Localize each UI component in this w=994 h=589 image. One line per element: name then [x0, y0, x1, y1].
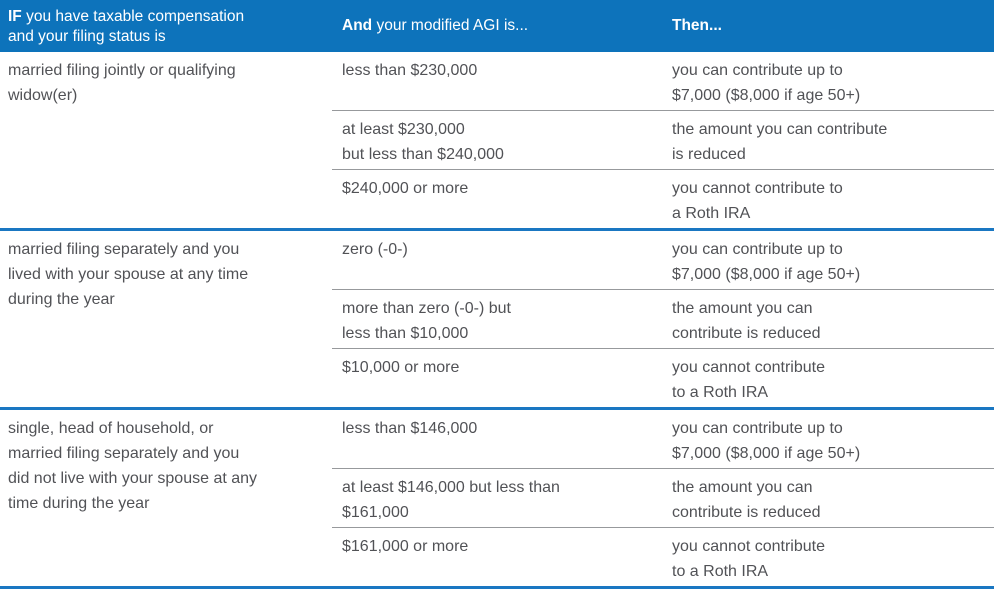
- header-agi: And your modified AGI is...: [332, 0, 662, 52]
- group-married-filing-separately-lived-with-spouse: married filing separately and you lived …: [0, 231, 994, 410]
- header-filing-status: IF you have taxable compensation and you…: [0, 0, 332, 52]
- agi-cell: more than zero (-0-) but less than $10,0…: [332, 289, 662, 348]
- filing-status-cell: single, head of household, or married fi…: [8, 420, 258, 512]
- header-filing-status-text: you have taxable compensation and your f…: [8, 8, 245, 45]
- header-then-bold: Then...: [672, 17, 722, 34]
- agi-cell: less than $146,000: [342, 420, 478, 437]
- then-cell: you can contribute up to $7,000 ($8,000 …: [672, 62, 861, 104]
- agi-cell: less than $230,000: [342, 62, 478, 79]
- agi-cell: $240,000 or more: [332, 169, 662, 228]
- header-then: Then...: [662, 0, 994, 52]
- agi-cell: $10,000 or more: [332, 348, 662, 407]
- header-filing-status-bold: IF: [8, 8, 22, 25]
- then-cell: you can contribute up to $7,000 ($8,000 …: [672, 241, 861, 283]
- then-cell: the amount you can contribute is reduced: [662, 468, 994, 527]
- then-cell: you cannot contribute to a Roth IRA: [662, 348, 994, 407]
- filing-status-cell: married filing jointly or qualifying wid…: [8, 62, 236, 104]
- then-cell: you cannot contribute to a Roth IRA: [662, 169, 994, 228]
- agi-cell: $161,000 or more: [332, 527, 662, 586]
- agi-cell: zero (-0-): [342, 241, 408, 258]
- agi-cell: at least $146,000 but less than $161,000: [332, 468, 662, 527]
- agi-cell: at least $230,000 but less than $240,000: [332, 110, 662, 169]
- then-cell: the amount you can contribute is reduced: [662, 289, 994, 348]
- filing-status-cell: married filing separately and you lived …: [8, 241, 249, 308]
- then-cell: the amount you can contribute is reduced: [662, 110, 994, 169]
- then-cell: you can contribute up to $7,000 ($8,000 …: [672, 420, 861, 462]
- header-agi-bold: And: [342, 17, 373, 34]
- group-single-head-of-household: single, head of household, or married fi…: [0, 410, 994, 589]
- table-header-row: IF you have taxable compensation and you…: [0, 0, 994, 52]
- header-agi-text: your modified AGI is...: [372, 17, 529, 34]
- group-married-filing-jointly: married filing jointly or qualifying wid…: [0, 52, 994, 231]
- then-cell: you cannot contribute to a Roth IRA: [662, 527, 994, 586]
